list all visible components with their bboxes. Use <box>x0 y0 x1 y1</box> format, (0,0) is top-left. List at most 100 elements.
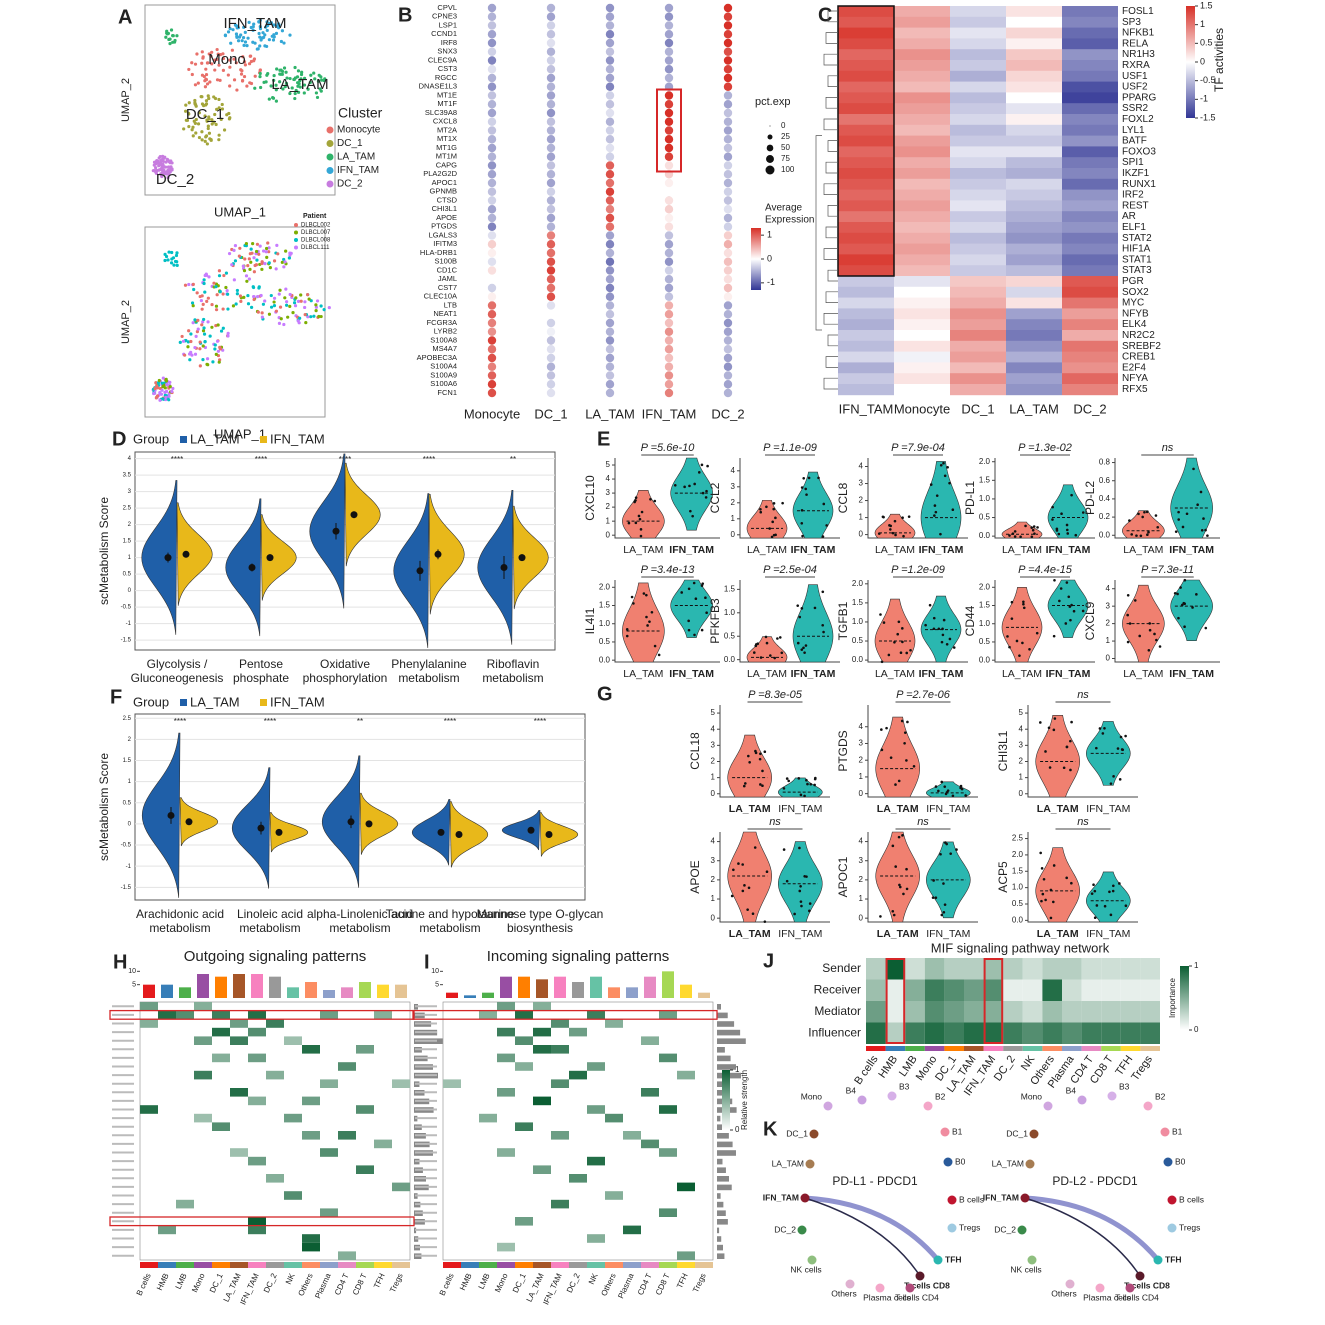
y-tick-label: 0.0 <box>852 655 864 664</box>
violin <box>1122 510 1165 539</box>
cell-point <box>198 340 202 344</box>
dot <box>546 353 556 363</box>
jitter-point <box>673 483 677 487</box>
cell-point <box>252 270 256 274</box>
dot <box>487 231 497 240</box>
matrix-frame <box>139 1001 411 1261</box>
heat-cell <box>248 1217 266 1226</box>
heat-cell <box>1006 49 1062 61</box>
dot <box>605 82 615 91</box>
cell-point <box>204 103 208 107</box>
y-axis-label: PD-L2 <box>1083 481 1097 515</box>
jitter-point <box>905 867 908 871</box>
jitter-point <box>1019 535 1022 539</box>
heat-cell <box>569 1174 587 1183</box>
dot <box>605 65 615 74</box>
jitter-point <box>896 632 900 636</box>
y-tick-label: MT1E <box>437 90 457 99</box>
y-tick-label: NEAT1 <box>433 309 457 318</box>
bar <box>269 976 281 998</box>
legend-label: 1 <box>1194 961 1199 970</box>
dot <box>605 371 615 380</box>
y-tick-label: CLEC10A <box>424 292 457 301</box>
y-axis-label: APOC1 <box>836 856 850 897</box>
dot <box>546 205 556 214</box>
cell-point <box>152 163 156 167</box>
dendrogram <box>827 10 838 23</box>
jitter-point <box>787 779 790 783</box>
jitter-point <box>1154 514 1158 517</box>
edge <box>804 1195 940 1262</box>
jitter-point <box>808 909 811 913</box>
heat-cell <box>838 103 894 115</box>
cell-point <box>276 22 281 26</box>
group-strip <box>924 1046 945 1051</box>
heat-cell <box>838 189 894 201</box>
edge <box>1024 1197 1141 1277</box>
jitter-point <box>813 606 817 610</box>
bar <box>644 976 656 998</box>
jitter-point <box>1177 518 1180 521</box>
heat-cell <box>944 1022 964 1044</box>
row-total <box>717 1038 746 1044</box>
cell-point <box>283 296 287 300</box>
jitter-point <box>912 764 916 768</box>
p-value: P =8.3e-05 <box>748 689 803 701</box>
dot <box>723 388 733 398</box>
cell-point <box>218 290 222 294</box>
dot <box>546 266 556 275</box>
cell-point <box>298 85 302 89</box>
colorbar <box>751 228 761 290</box>
dot <box>487 213 497 223</box>
heat-cell <box>551 1131 569 1140</box>
heat-cell <box>551 1019 569 1028</box>
dot <box>546 248 556 258</box>
jitter-point <box>1093 889 1097 893</box>
heat-cell <box>320 1208 338 1217</box>
dot <box>723 117 733 126</box>
dot <box>487 353 497 363</box>
jitter-point <box>959 786 962 790</box>
dot <box>487 327 497 336</box>
cell-point <box>280 29 285 33</box>
row-label: LYL1 <box>1122 125 1145 136</box>
x-tick-label: Riboflavin <box>487 657 540 671</box>
heat-cell <box>587 1010 605 1020</box>
jitter-point <box>761 769 764 773</box>
jitter-point <box>891 531 895 535</box>
jitter-point <box>821 535 825 538</box>
cell-point <box>235 34 239 38</box>
cell-point <box>268 266 272 270</box>
heat-cell <box>479 1113 497 1123</box>
jitter-point <box>941 633 945 637</box>
heat-cell <box>905 1022 925 1044</box>
cell-point <box>154 166 158 170</box>
jitter-point <box>625 634 629 638</box>
cell-point <box>217 269 222 273</box>
group-strip <box>1022 1046 1043 1051</box>
cell-point <box>242 74 247 79</box>
row-label: REST <box>1122 200 1149 211</box>
cell-point <box>208 334 212 338</box>
jitter-point <box>1030 535 1034 539</box>
y-tick-label: 2 <box>606 502 611 511</box>
node <box>1153 1255 1163 1265</box>
bar <box>359 982 371 998</box>
dot <box>546 21 556 30</box>
cell-point <box>174 253 179 258</box>
dot <box>605 135 615 144</box>
row-total <box>717 1055 731 1062</box>
dot <box>546 318 556 328</box>
heat-cell <box>497 1148 515 1157</box>
cell-point <box>299 299 303 303</box>
node <box>905 1283 915 1293</box>
dot <box>605 248 615 258</box>
cell-point <box>287 256 291 260</box>
heat-cell <box>950 384 1006 396</box>
row-label: MYC <box>1122 298 1144 309</box>
violin <box>875 716 920 798</box>
cell-point <box>317 73 321 77</box>
column-label: TFH <box>372 1272 387 1290</box>
x-tick-label: Taurine and hypotaurine <box>386 907 515 921</box>
heat-cell <box>1101 979 1121 1001</box>
